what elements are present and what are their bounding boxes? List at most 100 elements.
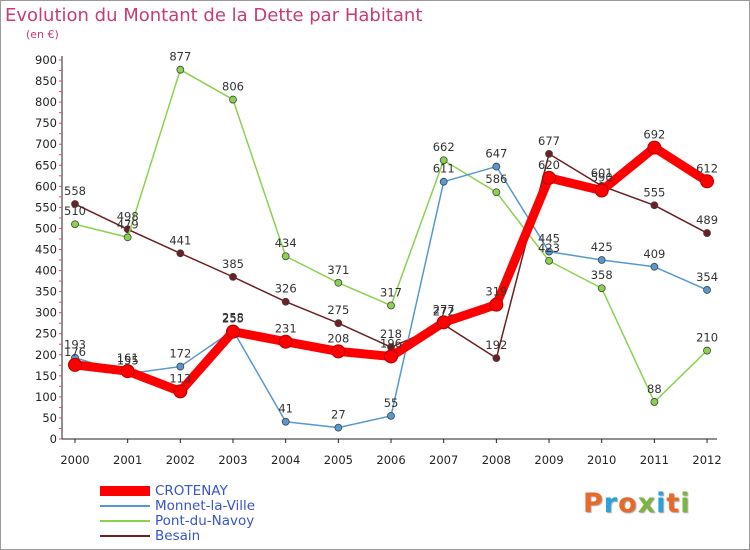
y-tick-label: 50 bbox=[42, 411, 57, 425]
legend-item-crotenay: CROTENAY bbox=[100, 484, 350, 499]
data-label-besain: 275 bbox=[327, 303, 349, 317]
y-tick-label: 850 bbox=[35, 74, 57, 88]
chart-title: Evolution du Montant de la Dette par Hab… bbox=[5, 5, 423, 26]
data-label-pont-du-navoy: 210 bbox=[696, 331, 718, 345]
data-point-besain bbox=[703, 229, 711, 237]
x-tick-label: 2007 bbox=[429, 453, 458, 467]
y-tick-label: 0 bbox=[50, 432, 57, 446]
legend: CROTENAY Monnet-la-Ville Pont-du-Navoy B… bbox=[100, 484, 350, 544]
data-point-pont-du-navoy bbox=[229, 95, 237, 104]
data-label-besain: 218 bbox=[380, 327, 402, 341]
y-tick-label: 400 bbox=[35, 264, 57, 278]
data-point-crotenay bbox=[173, 384, 188, 399]
data-point-monnet-la-ville bbox=[597, 256, 606, 264]
y-tick-label: 300 bbox=[35, 306, 57, 320]
data-point-pont-du-navoy bbox=[492, 188, 501, 197]
data-point-pont-du-navoy bbox=[334, 278, 343, 287]
legend-swatch-crotenay bbox=[100, 486, 150, 496]
data-point-monnet-la-ville bbox=[545, 247, 553, 256]
data-label-monnet-la-ville: 193 bbox=[64, 338, 86, 352]
data-point-pont-du-navoy bbox=[703, 346, 711, 355]
data-label-pont-du-navoy: 434 bbox=[275, 236, 297, 250]
data-point-crotenay bbox=[489, 297, 504, 312]
data-point-crotenay bbox=[384, 349, 399, 364]
data-label-besain: 555 bbox=[643, 185, 665, 199]
legend-swatch-monnet-la-ville bbox=[100, 505, 150, 507]
data-point-besain bbox=[334, 319, 343, 328]
data-label-pont-du-navoy: 806 bbox=[222, 80, 244, 94]
data-label-crotenay: 255 bbox=[222, 312, 244, 326]
data-point-monnet-la-ville bbox=[387, 411, 395, 420]
data-label-pont-du-navoy: 88 bbox=[647, 382, 662, 396]
legend-swatch-pont-du-navoy bbox=[100, 520, 150, 522]
data-label-monnet-la-ville: 27 bbox=[331, 408, 346, 422]
data-point-crotenay bbox=[594, 183, 609, 198]
data-label-monnet-la-ville: 409 bbox=[643, 247, 665, 261]
legend-label-crotenay: CROTENAY bbox=[155, 483, 228, 499]
data-point-besain bbox=[281, 297, 290, 306]
y-tick-label: 350 bbox=[35, 285, 57, 299]
data-point-pont-du-navoy bbox=[597, 284, 606, 293]
data-label-pont-du-navoy: 358 bbox=[591, 268, 613, 282]
y-tick-label: 900 bbox=[35, 53, 57, 67]
y-tick-label: 750 bbox=[35, 116, 57, 130]
data-label-crotenay: 590 bbox=[591, 171, 613, 185]
data-label-crotenay: 196 bbox=[380, 336, 402, 350]
data-label-besain: 441 bbox=[169, 233, 191, 247]
data-point-besain bbox=[176, 249, 185, 258]
data-label-monnet-la-ville: 425 bbox=[591, 240, 613, 254]
x-tick-label: 2008 bbox=[482, 453, 511, 467]
data-label-pont-du-navoy: 877 bbox=[169, 50, 191, 64]
data-label-monnet-la-ville: 258 bbox=[222, 310, 244, 324]
y-tick-label: 250 bbox=[35, 327, 57, 341]
y-tick-label: 150 bbox=[35, 369, 57, 383]
data-label-besain: 272 bbox=[433, 304, 455, 318]
data-label-crotenay: 161 bbox=[117, 351, 139, 365]
data-point-monnet-la-ville bbox=[439, 177, 448, 186]
y-tick-label: 450 bbox=[35, 243, 57, 257]
legend-item-besain: Besain bbox=[100, 529, 350, 544]
proxiti-logo: Proxiti bbox=[583, 488, 691, 519]
x-tick-label: 2003 bbox=[218, 453, 247, 467]
y-tick-label: 650 bbox=[35, 158, 57, 172]
y-tick-label: 100 bbox=[35, 390, 57, 404]
data-label-crotenay: 612 bbox=[696, 161, 718, 175]
data-point-crotenay bbox=[120, 364, 135, 379]
data-point-pont-du-navoy bbox=[387, 301, 395, 310]
legend-label-pont-du-navoy: Pont-du-Navoy bbox=[155, 513, 255, 529]
data-point-crotenay bbox=[226, 324, 241, 339]
x-tick-label: 2004 bbox=[271, 453, 300, 467]
x-tick-label: 2011 bbox=[640, 453, 669, 467]
data-label-crotenay: 208 bbox=[327, 331, 349, 345]
data-label-crotenay: 277 bbox=[433, 302, 455, 316]
x-tick-label: 2009 bbox=[534, 453, 563, 467]
data-point-monnet-la-ville bbox=[334, 423, 343, 432]
y-tick-label: 600 bbox=[35, 179, 57, 193]
legend-swatch-besain bbox=[100, 535, 150, 537]
data-point-monnet-la-ville bbox=[650, 262, 659, 271]
data-label-crotenay: 319 bbox=[485, 285, 507, 299]
x-tick-label: 2006 bbox=[376, 453, 405, 467]
data-point-crotenay bbox=[68, 357, 82, 372]
data-point-besain bbox=[229, 272, 237, 281]
data-point-crotenay bbox=[331, 344, 346, 359]
data-label-crotenay: 692 bbox=[643, 128, 665, 142]
data-label-monnet-la-ville: 647 bbox=[485, 147, 507, 161]
data-label-besain: 385 bbox=[222, 257, 244, 271]
data-label-monnet-la-ville: 354 bbox=[696, 270, 718, 284]
data-label-besain: 558 bbox=[64, 184, 86, 198]
data-point-besain bbox=[71, 200, 79, 208]
data-point-pont-du-navoy bbox=[545, 256, 553, 265]
x-tick-label: 2002 bbox=[166, 453, 195, 467]
legend-item-pont-du-navoy: Pont-du-Navoy bbox=[100, 514, 350, 529]
data-point-crotenay bbox=[700, 174, 715, 189]
data-point-besain bbox=[545, 150, 553, 158]
data-point-crotenay bbox=[542, 170, 557, 185]
data-label-crotenay: 113 bbox=[169, 371, 191, 385]
data-label-besain: 192 bbox=[485, 338, 507, 352]
x-tick-label: 2012 bbox=[692, 453, 721, 467]
data-label-pont-du-navoy: 479 bbox=[117, 217, 139, 231]
data-point-pont-du-navoy bbox=[176, 65, 185, 74]
data-label-monnet-la-ville: 172 bbox=[169, 347, 191, 361]
